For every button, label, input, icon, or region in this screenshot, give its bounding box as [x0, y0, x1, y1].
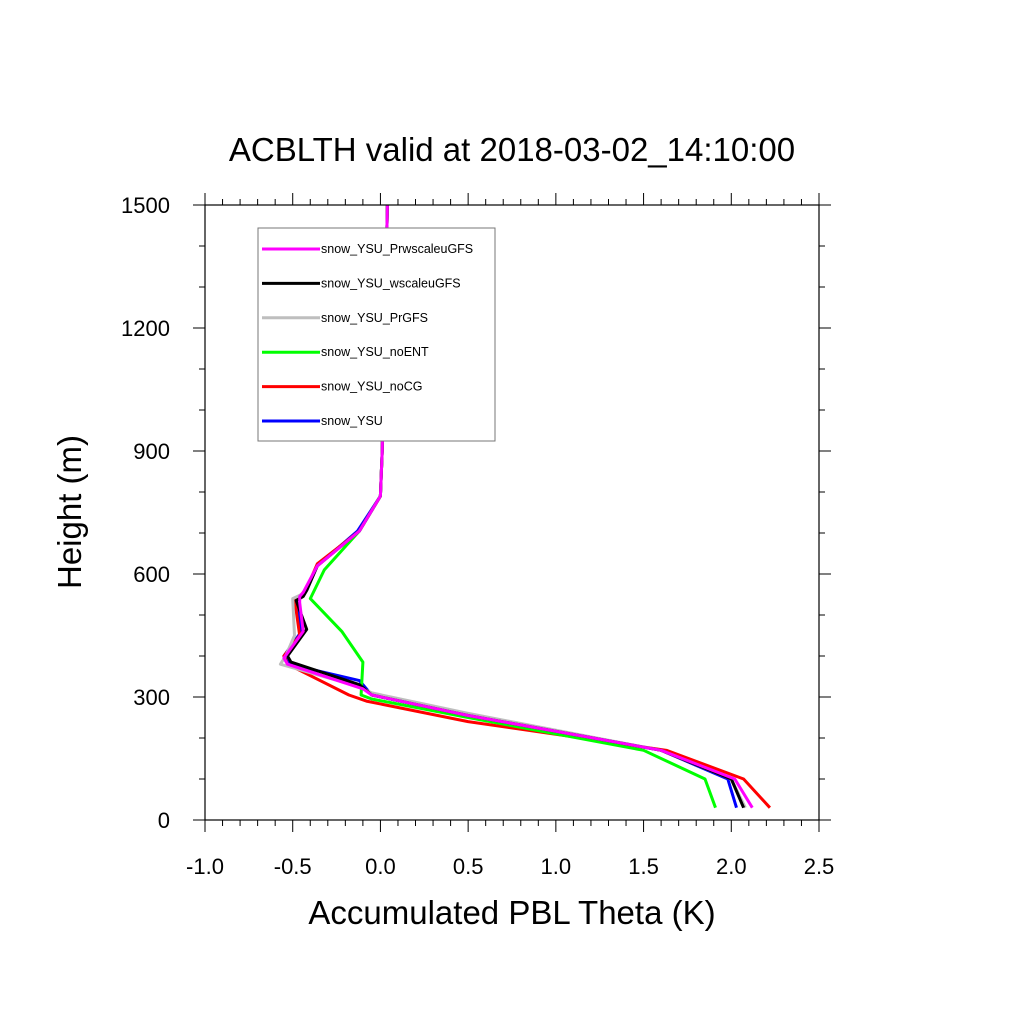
y-tick-label: 1500 — [121, 193, 170, 218]
y-tick-label: 0 — [158, 808, 170, 833]
series-layer — [278, 204, 772, 809]
legend-label-snow_YSU_PrwscaleuGFS: snow_YSU_PrwscaleuGFS — [321, 242, 473, 256]
y-tick-label: 1200 — [121, 316, 170, 341]
x-tick-label: 1.5 — [628, 854, 659, 879]
x-tick-label: 1.0 — [541, 854, 572, 879]
x-axis-label: Accumulated PBL Theta (K) — [308, 894, 715, 931]
y-tick-label: 600 — [133, 562, 170, 587]
legend-label-snow_YSU_wscaleuGFS: snow_YSU_wscaleuGFS — [321, 276, 461, 290]
legend-label-snow_YSU_noENT: snow_YSU_noENT — [321, 345, 429, 359]
x-tick-label: 0.0 — [365, 854, 396, 879]
x-tick-label: 2.5 — [804, 854, 835, 879]
legend: snow_YSU_PrwscaleuGFS snow_YSU_wscaleuGFS… — [257, 227, 496, 442]
plot-frame — [204, 204, 820, 821]
legend-box — [257, 227, 496, 442]
x-tick-label: 0.5 — [453, 854, 484, 879]
chart-title: ACBLTH valid at 2018-03-02_14:10:00 — [229, 131, 795, 168]
y-axis-label: Height (m) — [51, 435, 88, 589]
legend-label-snow_YSU_noCG: snow_YSU_noCG — [321, 380, 422, 394]
tick-layer — [193, 193, 831, 832]
x-tick-label: -1.0 — [186, 854, 224, 879]
legend-label-snow_YSU_PrGFS: snow_YSU_PrGFS — [321, 311, 428, 325]
y-tick-label: 300 — [133, 685, 170, 710]
x-tick-labels: -1.0 -0.5 0.0 0.5 1.0 1.5 2.0 2.5 — [186, 854, 834, 879]
legend-label-snow_YSU: snow_YSU — [321, 414, 383, 428]
y-tick-labels: 0 300 600 900 1200 1500 — [121, 193, 170, 833]
x-tick-label: 2.0 — [716, 854, 747, 879]
y-tick-label: 900 — [133, 439, 170, 464]
series-line-snow_YSU_PrwscaleuGFS — [282, 204, 754, 809]
x-tick-label: -0.5 — [274, 854, 312, 879]
